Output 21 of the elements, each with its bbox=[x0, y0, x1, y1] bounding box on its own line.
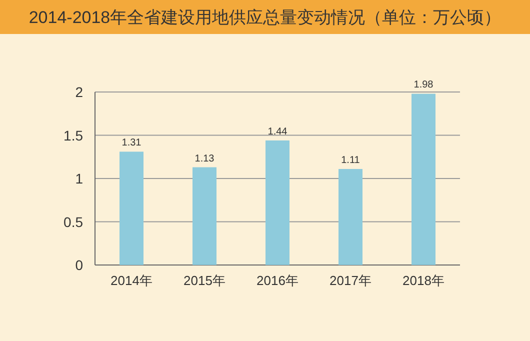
y-tick-label: 1 bbox=[75, 170, 84, 186]
data-label: 1.13 bbox=[194, 153, 215, 164]
y-tick-label: 2 bbox=[75, 84, 84, 100]
x-tick-label: 2016年 bbox=[256, 273, 298, 288]
data-label: 1.98 bbox=[414, 80, 434, 91]
x-tick-label: 2017年 bbox=[330, 273, 372, 288]
bar bbox=[338, 168, 362, 265]
bar bbox=[192, 167, 216, 265]
data-label: 1.11 bbox=[341, 154, 360, 166]
x-tick-label: 2018年 bbox=[402, 273, 444, 288]
bar bbox=[120, 152, 144, 265]
data-label: 1.31 bbox=[122, 138, 142, 149]
chart-title: 2014-2018年全省建设用地供应总量变动情况（单位：万公顷） bbox=[28, 8, 502, 27]
data-label: 1.44 bbox=[268, 126, 288, 138]
x-tick-label: 2014年 bbox=[110, 273, 152, 288]
bar bbox=[266, 140, 290, 265]
y-tick-label: 0 bbox=[75, 257, 84, 273]
bar bbox=[412, 94, 436, 265]
x-tick-label: 2015年 bbox=[184, 273, 226, 288]
y-tick-label: 1.5 bbox=[64, 127, 84, 144]
y-tick-label: 0.5 bbox=[64, 214, 84, 230]
